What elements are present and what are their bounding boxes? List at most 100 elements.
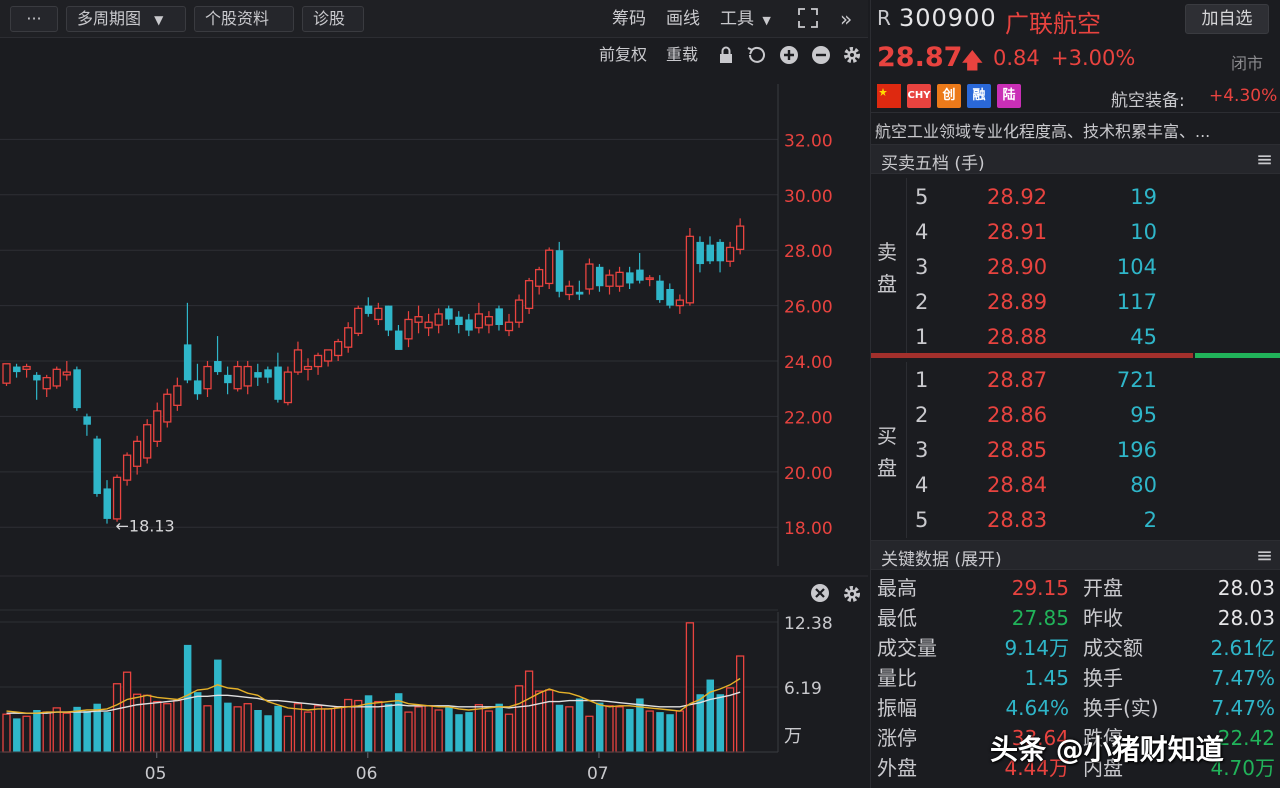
ask-volume: 117 — [1116, 290, 1157, 314]
volume-settings-gear-icon[interactable] — [841, 583, 863, 605]
price-change-pct: +3.00% — [1051, 46, 1136, 70]
volume-bar — [224, 702, 232, 752]
price-tick-label: 20.00 — [784, 464, 833, 484]
volume-bar — [725, 687, 735, 753]
candle — [42, 374, 51, 398]
volume-bar — [445, 705, 453, 752]
volume-bar — [675, 710, 684, 753]
candle — [122, 452, 132, 486]
more-button[interactable]: ··· — [10, 6, 58, 32]
undo-icon[interactable] — [746, 44, 768, 66]
keydata-header[interactable]: 关键数据 (展开) ≡ — [871, 540, 1280, 570]
volume-bar — [414, 706, 423, 753]
ask-label-1: 卖 — [877, 240, 897, 264]
ask-price: 28.89 — [987, 290, 1048, 314]
zoom-out-icon[interactable] — [810, 44, 832, 66]
bid-row[interactable]: 2 28.86 95 — [871, 398, 1280, 433]
candle — [514, 294, 524, 328]
caret-down-icon: ▼ — [762, 14, 771, 27]
chips-button[interactable]: 筹码 — [612, 9, 646, 29]
volume-bar — [696, 694, 704, 752]
candle-body — [283, 371, 293, 404]
description-row[interactable]: 航空工业领域专业化程度高、技术积累丰富、... — [871, 112, 1280, 144]
candle-body — [736, 225, 745, 251]
settings-gear-icon[interactable] — [841, 44, 863, 66]
candle-body — [605, 274, 614, 287]
ask-row[interactable]: 5 28.92 19 — [871, 180, 1280, 215]
candle-body — [414, 316, 423, 323]
diagnose-button[interactable]: 诊股 — [302, 6, 364, 32]
volume-bar — [645, 710, 654, 753]
period-dropdown[interactable]: 多周期图 ▼ — [66, 6, 186, 32]
fullscreen-icon[interactable] — [796, 6, 820, 32]
ask-row[interactable]: 1 28.88 45 — [871, 320, 1280, 355]
candle-body — [384, 305, 393, 331]
stock-info-button[interactable]: 个股资料 — [194, 6, 294, 32]
bid-row[interactable]: 1 28.87 721 — [871, 363, 1280, 398]
ask-row[interactable]: 3 28.90 104 — [871, 250, 1280, 285]
keydata-value: 9.14万 — [1004, 636, 1069, 660]
stock-code: 300900 — [899, 4, 997, 32]
draw-button[interactable]: 画线 — [666, 9, 700, 29]
sector-name[interactable]: 航空装备: — [1111, 91, 1185, 111]
tools-dropdown[interactable]: 工具 ▼ — [720, 6, 771, 32]
candle-body — [163, 393, 172, 423]
keydata-row: 涨停 33.64 跌停 22.42 — [871, 723, 1280, 753]
volume-ma-white-line — [6, 691, 741, 714]
candle-body — [13, 366, 21, 373]
bid-level: 4 — [915, 473, 929, 497]
volume-bar — [565, 706, 574, 753]
keydata-row: 振幅 4.64% 换手(实) 7.47% — [871, 693, 1280, 723]
menu-icon[interactable]: ≡ — [1256, 543, 1273, 567]
candle-body — [374, 307, 383, 321]
close-volume-icon[interactable] — [810, 583, 832, 605]
lock-icon[interactable] — [716, 44, 738, 66]
candle — [524, 277, 534, 314]
candle-body — [474, 313, 484, 329]
candle — [626, 266, 634, 289]
candle — [112, 474, 122, 522]
keydata-row: 成交量 9.14万 成交额 2.61亿 — [871, 633, 1280, 663]
candle — [575, 280, 584, 301]
candle — [344, 322, 353, 353]
price-tick-label: 26.00 — [784, 298, 833, 318]
bid-row[interactable]: 3 28.85 196 — [871, 433, 1280, 468]
volume-bar — [293, 703, 303, 753]
menu-icon[interactable]: ≡ — [1256, 147, 1273, 171]
adjust-button[interactable]: 前复权 — [599, 45, 648, 64]
volume-bar — [93, 703, 101, 752]
volume-bar — [636, 698, 644, 752]
price-tick-label: 24.00 — [784, 353, 833, 373]
candle — [203, 361, 212, 398]
candle — [103, 480, 111, 524]
keydata-value: 7.47% — [1211, 696, 1275, 720]
volume-bar — [545, 689, 554, 753]
keydata-value: 29.15 — [1011, 576, 1069, 600]
volume-bar — [374, 700, 383, 753]
bid-row[interactable]: 4 28.84 80 — [871, 468, 1280, 503]
price-volume-chart[interactable]: ←18.13 32.00 30.00 28.00 26.00 24.00 22.00 20.… — [0, 0, 868, 788]
add-watchlist-button[interactable]: 加自选 — [1185, 4, 1269, 34]
volume-bar — [524, 670, 534, 753]
volume-bar — [465, 712, 473, 752]
keydata-value: 2.61亿 — [1210, 636, 1275, 660]
volume-bar — [73, 706, 81, 752]
zoom-in-icon[interactable] — [778, 44, 800, 66]
ask-row[interactable]: 2 28.89 117 — [871, 285, 1280, 320]
candle — [183, 302, 192, 384]
candle — [585, 258, 594, 295]
ask-row[interactable]: 4 28.91 10 — [871, 215, 1280, 250]
bid-row[interactable]: 5 28.83 2 — [871, 503, 1280, 538]
candle-body — [685, 235, 695, 304]
bid-label-1: 买 — [877, 424, 897, 448]
ask-label-2: 盘 — [877, 272, 897, 296]
orderbook-header[interactable]: 买卖五档 (手) ≡ — [871, 144, 1280, 174]
date-tick-label: 05 — [145, 764, 167, 784]
candle-body — [615, 271, 624, 287]
candle-body — [445, 308, 453, 320]
candle — [656, 275, 664, 303]
ask-price: 28.90 — [987, 255, 1048, 279]
volume-bar — [434, 709, 443, 753]
collapse-panel-icon[interactable]: » — [840, 7, 853, 31]
reload-button[interactable]: 重载 — [666, 45, 699, 64]
